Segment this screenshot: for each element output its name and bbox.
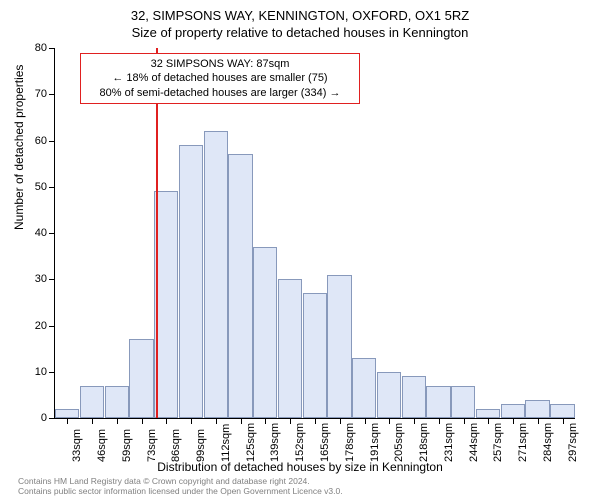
x-tick [513,418,514,424]
histogram-bar [501,404,525,418]
histogram-bar [352,358,376,418]
y-tick-label: 30 [27,273,47,285]
histogram-bar [179,145,203,418]
y-tick [49,94,55,95]
y-axis-title: Number of detached properties [12,65,26,230]
x-tick-label: 73sqm [146,429,158,462]
histogram-bar [426,386,450,418]
x-tick [290,418,291,424]
chart-subtitle: Size of property relative to detached ho… [0,25,600,40]
histogram-bar [525,400,549,419]
x-tick-label: 205sqm [393,423,405,462]
x-tick-label: 46sqm [96,429,108,462]
x-tick [538,418,539,424]
x-tick-label: 191sqm [369,423,381,462]
histogram-bar [80,386,104,418]
x-tick [389,418,390,424]
footer: Contains HM Land Registry data © Crown c… [18,476,343,496]
x-tick [191,418,192,424]
x-tick [117,418,118,424]
x-tick-label: 231sqm [443,423,455,462]
x-tick [563,418,564,424]
histogram-bar [402,376,426,418]
histogram-bar [327,275,351,418]
x-tick [365,418,366,424]
histogram-bar [105,386,129,418]
chart-title: 32, SIMPSONS WAY, KENNINGTON, OXFORD, OX… [0,8,600,23]
x-tick-label: 125sqm [245,423,257,462]
histogram-bar [550,404,574,418]
annotation-box: 32 SIMPSONS WAY: 87sqm ← 18% of detached… [80,53,360,104]
x-tick [216,418,217,424]
y-tick [49,372,55,373]
x-tick [92,418,93,424]
y-tick-label: 80 [27,42,47,54]
x-tick-label: 257sqm [492,423,504,462]
y-tick-label: 60 [27,135,47,147]
y-tick-label: 0 [27,412,47,424]
x-tick-label: 112sqm [220,424,232,462]
y-tick [49,233,55,234]
x-tick-label: 271sqm [517,423,529,462]
x-tick-label: 99sqm [195,429,207,462]
y-tick [49,48,55,49]
histogram-bar [278,279,302,418]
annotation-line: 32 SIMPSONS WAY: 87sqm [89,57,351,71]
y-tick [49,279,55,280]
x-tick-label: 33sqm [71,429,83,462]
x-tick-label: 59sqm [121,429,133,462]
y-tick-label: 20 [27,320,47,332]
histogram-bar [377,372,401,418]
histogram-bar [204,131,228,418]
x-tick [241,418,242,424]
x-tick [439,418,440,424]
x-tick [67,418,68,424]
y-tick-label: 40 [27,227,47,239]
histogram-bar [55,409,79,418]
histogram-bar [451,386,475,418]
x-tick-label: 284sqm [542,423,554,462]
histogram-bar [303,293,327,418]
footer-line: Contains HM Land Registry data © Crown c… [18,476,343,486]
x-tick-label: 297sqm [567,423,579,462]
footer-line: Contains public sector information licen… [18,486,343,496]
y-tick [49,418,55,419]
histogram-bar [253,247,277,418]
y-tick-label: 50 [27,181,47,193]
x-tick-label: 152sqm [294,423,306,462]
chart-container: 32, SIMPSONS WAY, KENNINGTON, OXFORD, OX… [0,0,600,500]
x-tick [166,418,167,424]
x-tick [340,418,341,424]
x-tick-label: 139sqm [269,423,281,462]
x-tick-label: 244sqm [468,423,480,462]
x-tick [315,418,316,424]
histogram-bar [228,154,252,418]
x-tick-label: 86sqm [170,429,182,462]
annotation-line: ← 18% of detached houses are smaller (75… [89,71,351,85]
x-axis-title: Distribution of detached houses by size … [0,460,600,474]
x-tick-label: 218sqm [418,423,430,462]
x-tick [142,418,143,424]
y-tick [49,187,55,188]
y-tick [49,326,55,327]
annotation-line: 80% of semi-detached houses are larger (… [89,86,351,100]
x-tick-label: 178sqm [344,423,356,462]
y-tick-label: 70 [27,88,47,100]
x-tick [488,418,489,424]
x-tick [414,418,415,424]
histogram-bar [476,409,500,418]
x-tick-label: 165sqm [319,423,331,462]
x-tick [265,418,266,424]
x-tick [464,418,465,424]
histogram-bar [129,339,153,418]
y-tick [49,141,55,142]
y-tick-label: 10 [27,366,47,378]
